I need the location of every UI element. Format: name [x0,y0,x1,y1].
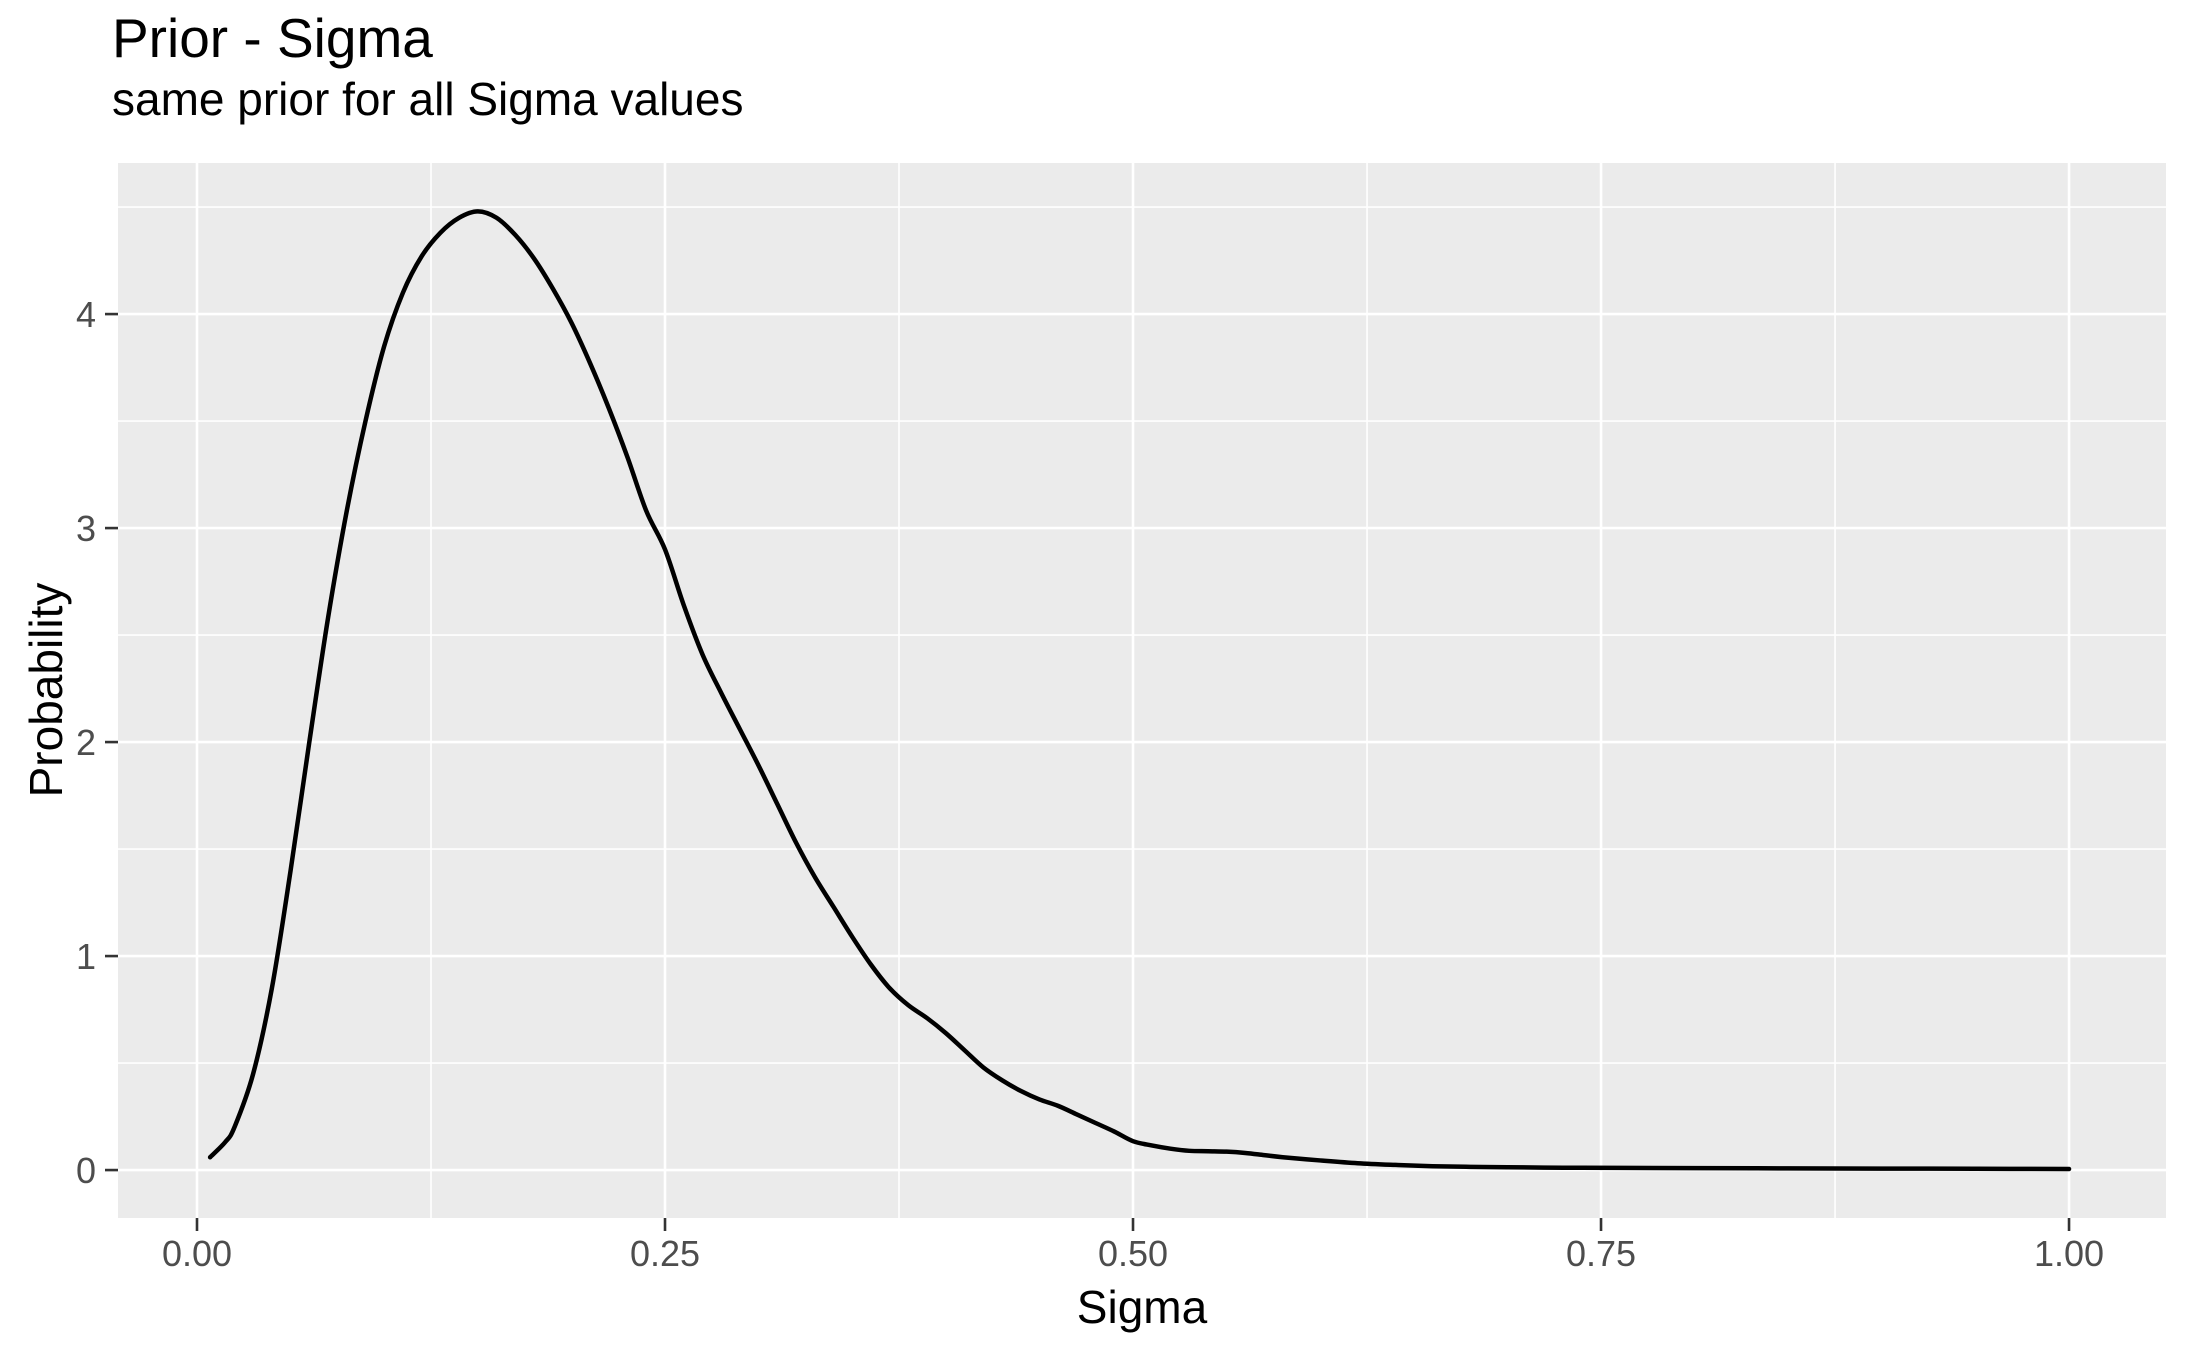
density-curve [207,209,2072,1172]
y-tick-label: 1 [76,936,96,977]
x-tick-label: 0.75 [1566,1233,1636,1274]
y-axis-title: Probability [20,582,72,798]
y-tick-label: 0 [76,1150,96,1191]
plot-title: Prior - Sigma [112,7,433,69]
x-tick-label: 1.00 [2034,1233,2104,1274]
plot-subtitle: same prior for all Sigma values [112,73,744,125]
y-tick-label: 4 [76,294,96,335]
y-tick-label: 3 [76,508,96,549]
x-axis-title: Sigma [1076,1281,1208,1333]
panel-background [118,163,2166,1218]
y-tick-label: 2 [76,722,96,763]
x-tick-label: 0.00 [162,1233,232,1274]
x-tick-label: 0.50 [1098,1233,1168,1274]
x-tick-label: 0.25 [630,1233,700,1274]
